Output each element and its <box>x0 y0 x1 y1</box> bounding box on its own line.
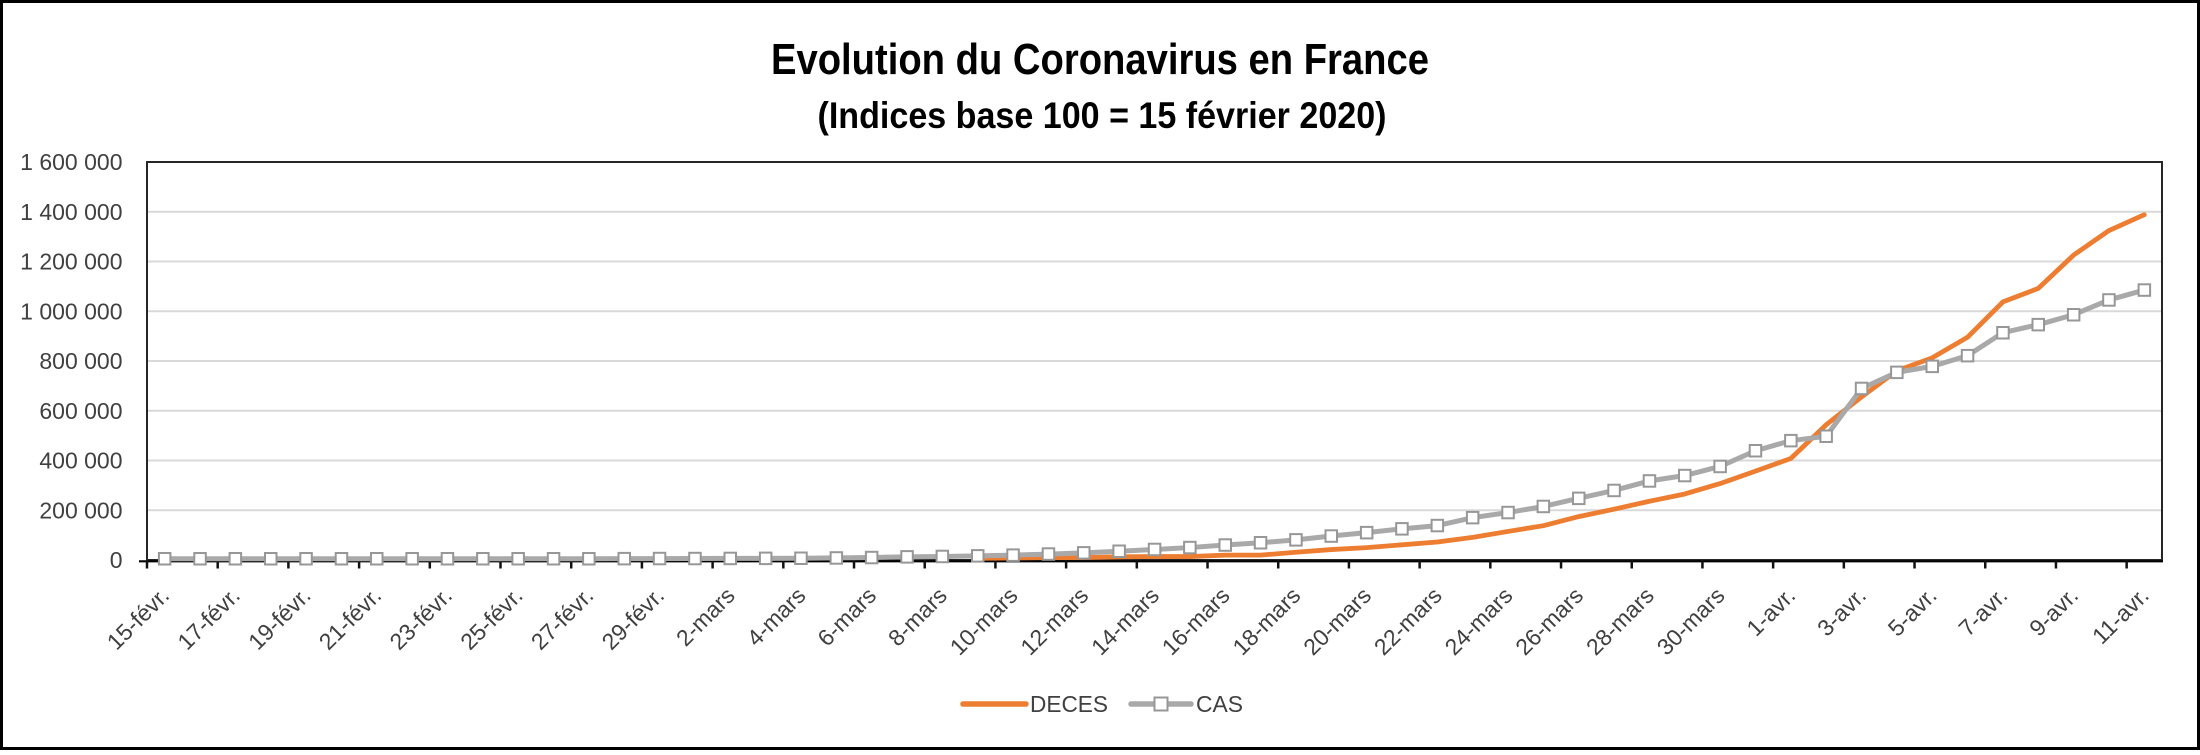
svg-text:1 400 000: 1 400 000 <box>20 199 122 225</box>
svg-text:CAS: CAS <box>1196 691 1243 717</box>
svg-text:1 200 000: 1 200 000 <box>20 249 122 275</box>
svg-text:(Indices base 100 = 15 février: (Indices base 100 = 15 février 2020) <box>818 95 1387 136</box>
svg-text:1 000 000: 1 000 000 <box>20 298 122 324</box>
svg-text:600 000: 600 000 <box>39 398 122 424</box>
svg-text:400 000: 400 000 <box>39 448 122 474</box>
svg-text:0: 0 <box>110 547 123 573</box>
svg-text:1 600 000: 1 600 000 <box>20 149 122 175</box>
svg-text:200 000: 200 000 <box>39 498 122 524</box>
svg-text:800 000: 800 000 <box>39 348 122 374</box>
svg-text:Evolution du Coronavirus en Fr: Evolution du Coronavirus en France <box>771 35 1429 84</box>
svg-text:DECES: DECES <box>1030 691 1108 717</box>
